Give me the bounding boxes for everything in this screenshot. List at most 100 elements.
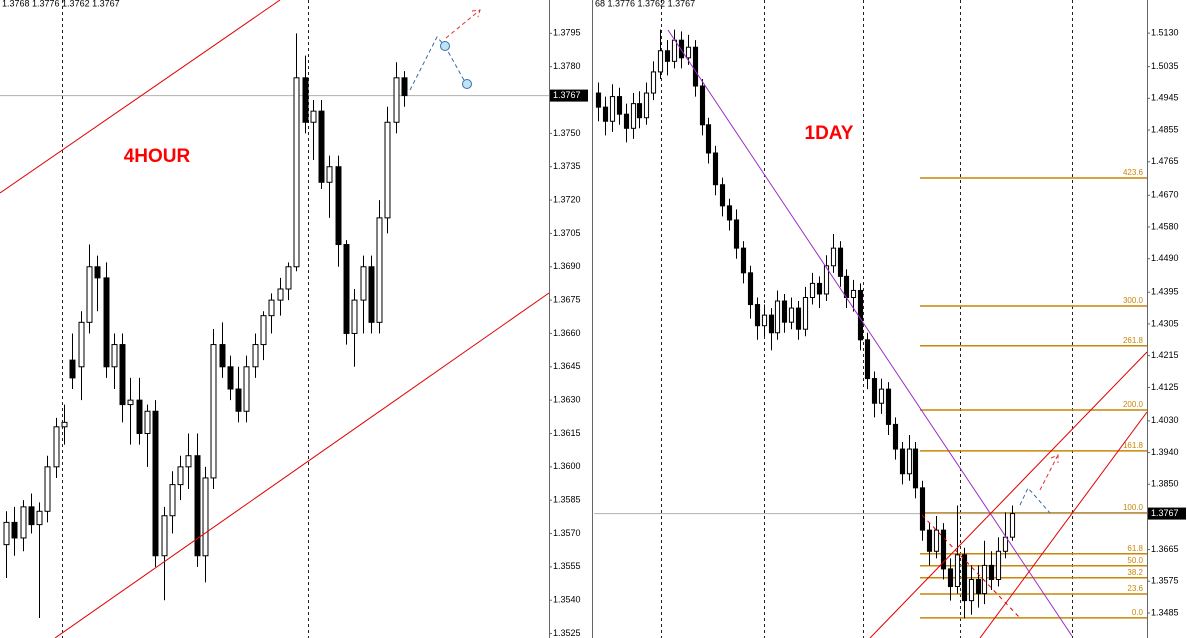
timeframe-label: 1DAY [805,123,854,144]
y-tick-label: 1.4030 [1151,415,1179,425]
y-tick-label: 1.3690 [553,261,581,271]
y-tick-label: 1.3585 [553,495,581,505]
y-tick-label: 1.4490 [1151,253,1179,263]
candle-body [194,455,201,557]
fib-label: 38.2 [1127,568,1143,577]
candle-body [933,529,940,552]
candle-body [671,39,678,62]
trend-line [54,292,550,638]
candle-body [28,506,35,526]
candle-body [768,314,775,334]
candle-body [219,344,226,368]
y-tick-label: 1.3675 [553,294,581,304]
y-tick-label: 1.3850 [1151,479,1179,489]
y-tick-label: 1.4580 [1151,221,1179,231]
candle-body [285,266,292,290]
candle-body [678,39,685,59]
forecast-arrow [409,36,446,91]
candle-body [968,578,975,602]
candle-body [643,92,650,119]
last-price-box [550,89,588,102]
y-tick-label: 1.3555 [553,561,581,571]
candle-body [61,421,68,428]
candle-body [726,205,733,221]
candle-body [44,466,51,512]
candle-body [1009,513,1016,538]
fib-label: 50.0 [1127,556,1143,565]
candle-body [595,92,602,108]
candle-body [384,121,391,219]
candle-body [602,106,609,122]
y-tick-label: 1.3575 [1151,576,1179,586]
candle-body [136,399,143,434]
fib-label: 23.6 [1127,584,1143,593]
candle-body [906,448,913,475]
candle-body [837,247,844,277]
candle-body [53,426,60,468]
y-tick-label: 1.3795 [553,28,581,38]
candle-body [202,477,209,557]
y-tick-label: 1.3570 [553,528,581,538]
candle-body [650,71,657,94]
candle-body [802,296,809,330]
candle-body [210,344,217,479]
candle-body [360,266,367,301]
candle-body [857,289,864,341]
y-tick-label: 1.4765 [1151,156,1179,166]
candle-body [268,299,275,317]
candle-body [781,300,788,323]
candle-body [947,568,954,588]
y-tick-label: 1.3600 [553,461,581,471]
candle-body [227,366,234,390]
channel-line [869,351,1148,638]
y-tick-label: 1.5035 [1151,61,1179,71]
y-tick-label: 1.3525 [553,628,581,638]
candle-body [961,554,968,602]
candle-body [260,315,267,346]
candle-body [293,77,300,268]
candle-body [975,578,982,595]
chart-header: 1.3768 1.3776 1.3762 1.3767 [2,0,120,8]
fib-label: 161.8 [1123,441,1144,450]
candle-body [685,46,692,59]
fib-label: 0.0 [1132,608,1144,617]
forecast-arrow [1019,487,1051,514]
y-tick-label: 1.3720 [553,194,581,204]
y-tick-label: 1.5130 [1151,28,1179,38]
candle-body [69,359,76,379]
candle-body [926,529,933,552]
candle-body [161,515,168,557]
candle-body [243,366,250,412]
candle-body [919,487,926,531]
candle-body [252,344,259,368]
candle-body [144,410,151,434]
candle-body [177,466,184,486]
trend-line [667,29,1073,637]
candle-body [664,50,671,62]
candle-body [111,344,118,368]
y-tick-label: 1.4215 [1151,350,1179,360]
candle-body [20,506,27,539]
y-tick-label: 1.3540 [553,595,581,605]
candle-body [351,299,358,334]
candle-body [843,275,850,298]
candle-body [809,282,816,298]
chart-header: 68 1.3776 1.3762 1.3767 [595,0,695,8]
candle-body [850,289,857,298]
candle-body [733,219,740,249]
candle-body [995,550,1002,580]
candle-body [127,399,134,406]
y-tick-label: 1.4395 [1151,287,1179,297]
candle-body [103,277,110,368]
candle-body [816,282,823,295]
last-price-box [1148,507,1186,520]
candle-body [235,388,242,412]
candle-body [376,217,383,323]
candle-body [712,152,719,186]
candle-body [343,244,350,334]
candle-body [277,288,284,301]
candle-body [335,166,342,246]
y-tick-label: 1.3735 [553,161,581,171]
candle-body [318,110,325,183]
